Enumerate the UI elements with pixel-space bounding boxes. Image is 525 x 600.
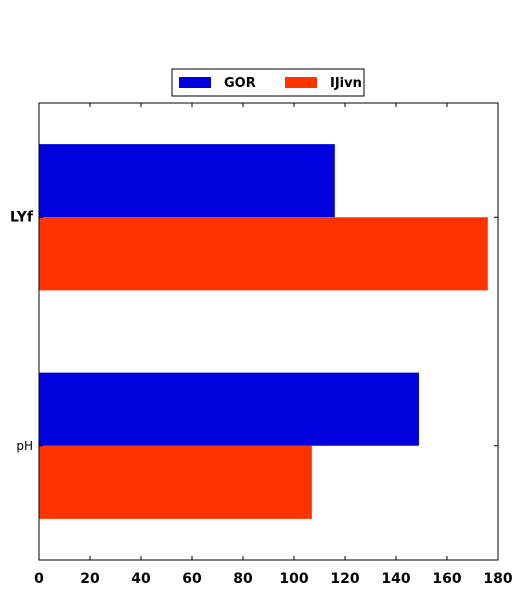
plot-area-frame — [38, 102, 499, 561]
y-axis-ticks: LYf pH — [10, 209, 498, 453]
legend-swatch-gor — [179, 77, 211, 88]
legend-label-gor: GOR — [224, 76, 256, 91]
x-tick-label: 80 — [233, 571, 253, 587]
x-tick-label: 160 — [432, 571, 461, 587]
bar-ijivn-lyf — [39, 217, 488, 291]
x-tick-label: 100 — [279, 571, 308, 587]
legend-swatch-ijivn — [285, 77, 317, 88]
x-tick-label: 180 — [483, 571, 512, 587]
legend: GOR IJivn — [171, 68, 365, 97]
bar-ijivn-ph — [39, 445, 312, 519]
x-tick-label: 120 — [330, 571, 359, 587]
x-tick-label: 40 — [131, 571, 151, 587]
x-tick-label: 60 — [182, 571, 202, 587]
x-tick-label: 140 — [381, 571, 410, 587]
x-tick-label: 0 — [34, 571, 44, 587]
legend-label-ijivn: IJivn — [330, 76, 362, 91]
y-tick-label: LYf — [10, 209, 34, 225]
y-tick-label: pH — [16, 439, 33, 453]
x-axis-ticks: 0 20 40 60 80 100 120 140 160 180 — [34, 103, 513, 587]
bars-group — [39, 144, 488, 519]
x-tick-label: 20 — [80, 571, 100, 587]
bar-gor-lyf — [39, 144, 335, 218]
bar-gor-ph — [39, 372, 419, 446]
